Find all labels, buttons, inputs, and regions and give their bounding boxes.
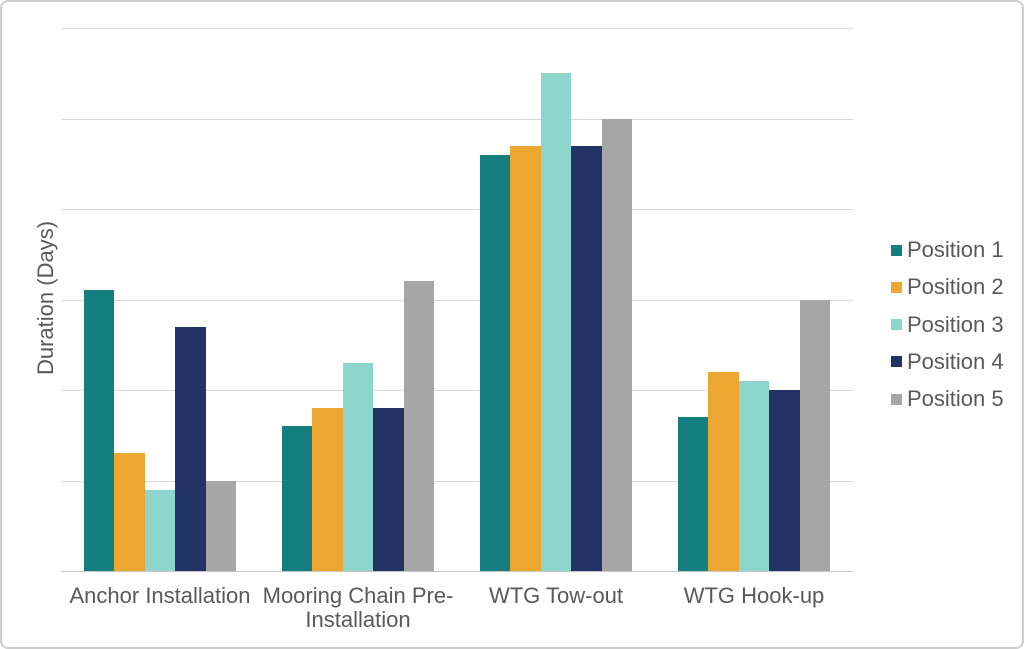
bar-position-3-cat-2 (342, 362, 374, 571)
gridline (61, 28, 853, 29)
legend-item-position-2: Position 2 (891, 273, 1004, 301)
legend-label: Position 5 (907, 386, 1004, 412)
bar-position-4-cat-2 (373, 408, 404, 571)
x-axis-label: Anchor Installation (69, 583, 251, 608)
legend-swatch-icon (891, 244, 902, 256)
gridline (61, 209, 853, 210)
x-axis-label: WTG Hook-up (683, 583, 825, 608)
legend-item-position-5: Position 5 (891, 385, 1004, 413)
legend-label: Position 4 (907, 348, 1004, 374)
bar-position-2-cat-2 (312, 408, 343, 571)
bar-position-3-cat-1 (144, 489, 176, 571)
bar-position-2-cat-1 (114, 453, 145, 571)
x-axis-line (61, 571, 853, 572)
bar-position-5-cat-2 (403, 281, 435, 571)
gridline (61, 299, 853, 301)
bar-position-5-cat-1 (205, 480, 237, 571)
legend-swatch-icon (891, 393, 902, 405)
legend-item-position-3: Position 3 (891, 311, 1004, 339)
bar-position-1-cat-4 (677, 417, 709, 571)
x-axis-label: Mooring Chain Pre-Installation (262, 583, 454, 632)
bar-position-3-cat-3 (540, 73, 572, 571)
gridline (61, 118, 853, 120)
gridline (61, 480, 853, 482)
y-axis-title: Duration (Days) (33, 220, 58, 376)
bar-position-4-cat-3 (571, 145, 602, 571)
bar-position-5-cat-4 (799, 299, 831, 571)
legend-item-position-1: Position 1 (891, 236, 1004, 264)
bar-position-5-cat-3 (601, 118, 633, 571)
x-axis-label: WTG Tow-out (488, 583, 624, 608)
bar-position-2-cat-3 (510, 145, 541, 571)
legend-label: Position 3 (907, 311, 1004, 337)
legend-label: Position 1 (907, 237, 1004, 262)
gridline (61, 390, 853, 391)
bar-position-2-cat-4 (708, 371, 739, 571)
bar-position-1-cat-3 (479, 154, 511, 571)
legend-swatch-icon (891, 356, 902, 368)
bar-position-3-cat-4 (738, 380, 770, 571)
legend-swatch-icon (891, 281, 902, 293)
legend-swatch-icon (891, 319, 902, 331)
bar-position-1-cat-1 (83, 290, 115, 571)
legend-label: Position 2 (907, 274, 1004, 300)
bar-position-4-cat-1 (175, 326, 206, 571)
legend-item-position-4: Position 4 (891, 348, 1004, 376)
bar-position-4-cat-4 (769, 390, 800, 571)
bar-position-1-cat-2 (281, 426, 313, 571)
